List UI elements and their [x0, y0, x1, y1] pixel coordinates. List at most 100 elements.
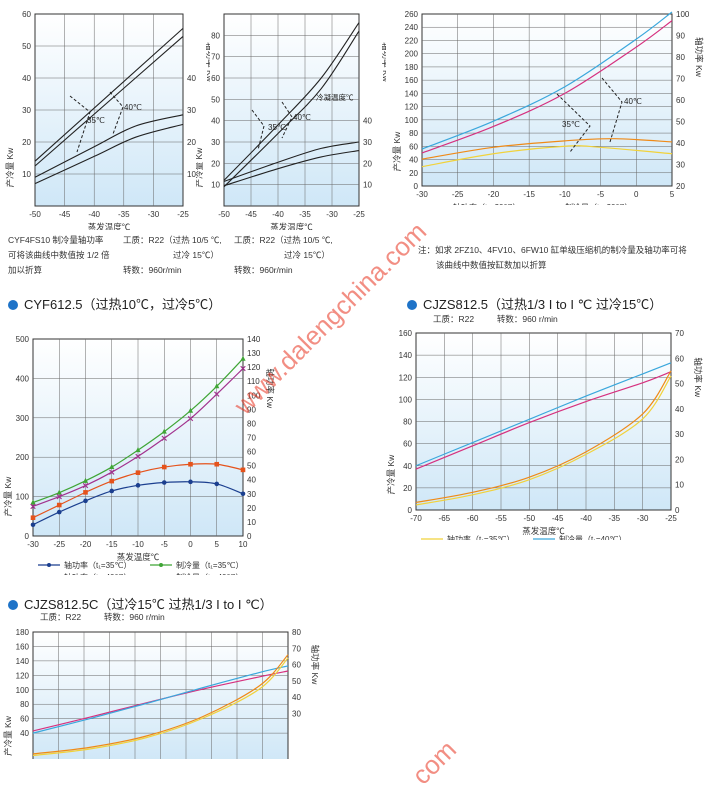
- x-tick-label: -25: [177, 210, 189, 219]
- y-tick-label: 80: [211, 31, 220, 40]
- x-axis-label: 蒸发温度℃: [117, 552, 160, 562]
- series-line-1: [34, 35, 184, 167]
- x-tick-label: -50: [29, 210, 41, 219]
- y-tick-label: 120: [399, 373, 413, 382]
- y2-tick-label: 70: [292, 644, 301, 653]
- series-line-3: [415, 370, 672, 504]
- data-point: [109, 478, 115, 484]
- data-point: [82, 477, 89, 483]
- legend-label: 制冷量（t₁=35℃）: [176, 560, 243, 570]
- data-point: [214, 461, 220, 467]
- chart-cyf4fs10-middle: 10 20 30 40 50 60 70 80 -50 -45 -40 -35 -30 -25 10 20 30…: [196, 13, 386, 230]
- y2-tick-label: 60: [676, 96, 685, 105]
- data-point: [30, 522, 36, 528]
- annotation-leader: [69, 95, 91, 153]
- series-line-1: [421, 11, 673, 150]
- series-line-3: [421, 138, 673, 160]
- annotation-leader: [109, 91, 124, 135]
- y2-tick-label: 110: [247, 377, 260, 386]
- cjzs-speed: 转数：960 r/min: [496, 314, 558, 324]
- y-tick-label: 100: [399, 395, 413, 404]
- y2-axis-label: 轴功率 Kw: [310, 645, 320, 686]
- c2-speed: 转数：960r/min: [123, 265, 182, 275]
- x-tick-label: -15: [523, 190, 535, 199]
- plot-area: [223, 13, 360, 207]
- right-note: 注：如求 2FZ10、4FV10、6FW10 缸单级压缩机的制冷量及轴功率可将 …: [418, 243, 687, 273]
- x-tick-label: -10: [559, 190, 571, 199]
- y2-tick-label: 30: [187, 106, 196, 115]
- data-point: [56, 489, 62, 495]
- series-line-4: [421, 145, 673, 168]
- y2-tick-label: 40: [292, 693, 301, 702]
- x-tick-label: -30: [326, 210, 338, 219]
- y2-tick-label: 30: [292, 709, 301, 718]
- y-tick-label: 60: [22, 10, 31, 19]
- data-point: [240, 355, 246, 361]
- y-tick-label: 160: [16, 642, 30, 651]
- x-tick-label: 0: [188, 540, 193, 549]
- y2-tick-label: 40: [363, 117, 372, 126]
- data-point: [83, 498, 88, 504]
- legend-label: 轴功率（t₁=35℃）: [64, 560, 131, 570]
- x-tick-label: -35: [609, 514, 621, 523]
- y2-tick-label: 10: [247, 518, 256, 527]
- y2-tick-label: 50: [247, 462, 256, 471]
- x-tick-label: -40: [272, 210, 284, 219]
- y2-axis-label: 轴功率 Kw: [381, 42, 386, 83]
- y2-tick-label: 70: [676, 75, 685, 84]
- y-tick-label: 0: [25, 532, 30, 541]
- y2-axis-label: 轴功率 Kw: [205, 42, 210, 83]
- series-line-3: [32, 654, 289, 755]
- y2-axis-label: 轴功率 Kw: [265, 368, 275, 409]
- y-tick-label: 120: [16, 671, 30, 680]
- y-tick-label: 60: [403, 440, 412, 449]
- heading-cjzs812c: CJZS812.5C（过冷15℃ 过热1/3 I to I ℃）: [8, 594, 273, 613]
- data-point: [214, 481, 220, 487]
- y2-tick-label: 20: [247, 504, 256, 513]
- y-tick-label: 20: [22, 138, 31, 147]
- y2-tick-label: 40: [247, 476, 256, 485]
- heading-cjzs812: CJZS812.5（过热1/3 I to I ℃ 过冷15℃）: [407, 294, 662, 313]
- watermark-tail: com: [406, 734, 463, 791]
- x-tick-label: 0: [634, 190, 639, 199]
- y2-tick-label: 100: [676, 10, 690, 19]
- data-point: [109, 464, 115, 470]
- x-tick-label: -40: [580, 514, 592, 523]
- data-point: [83, 490, 88, 495]
- y-tick-label: 140: [399, 351, 413, 360]
- y2-tick-label: 130: [247, 349, 261, 358]
- y2-tick-label: 0: [675, 506, 680, 515]
- data-point: [161, 464, 167, 470]
- series-line-3: [223, 149, 360, 187]
- y-tick-label: 20: [403, 484, 412, 493]
- y-tick-label: 160: [399, 329, 413, 338]
- y2-tick-label: 90: [676, 32, 685, 41]
- x-tick-label: -55: [495, 514, 507, 523]
- annotation-leader: [281, 101, 293, 139]
- y-tick-label: 100: [16, 493, 30, 502]
- series-line-3: [34, 123, 184, 185]
- y-tick-label: 80: [403, 418, 412, 427]
- y2-tick-label: 140: [247, 335, 261, 344]
- series-line-4: [32, 657, 289, 757]
- data-point: [240, 365, 246, 372]
- y2-tick-label: 30: [247, 490, 256, 499]
- annotation-leader: [601, 77, 623, 143]
- y-tick-label: 40: [409, 156, 418, 165]
- right-note-line2: 该曲线中数值按缸数加以折算: [436, 260, 547, 270]
- y-tick-label: 20: [409, 169, 418, 178]
- x-tick-label: -25: [353, 210, 365, 219]
- y-axis-label: 产冷量 Kw: [386, 454, 396, 495]
- data-point: [214, 391, 220, 397]
- data-point: [30, 499, 36, 505]
- y2-tick-label: 120: [247, 363, 261, 372]
- y-tick-label: 40: [22, 74, 31, 83]
- y2-tick-label: 70: [247, 434, 256, 443]
- chart-cjzs812c: 40 60 80 100 120 140 160 180 30 40 50 60 70 80 产冷量 Kw 轴…: [3, 628, 320, 759]
- y2-tick-label: 70: [675, 329, 684, 338]
- bullet-icon: [8, 300, 18, 310]
- y2-tick-label: 20: [363, 159, 372, 168]
- x-tick-label: -70: [410, 514, 422, 523]
- y2-axis-label: 轴功率 Kw: [693, 357, 703, 398]
